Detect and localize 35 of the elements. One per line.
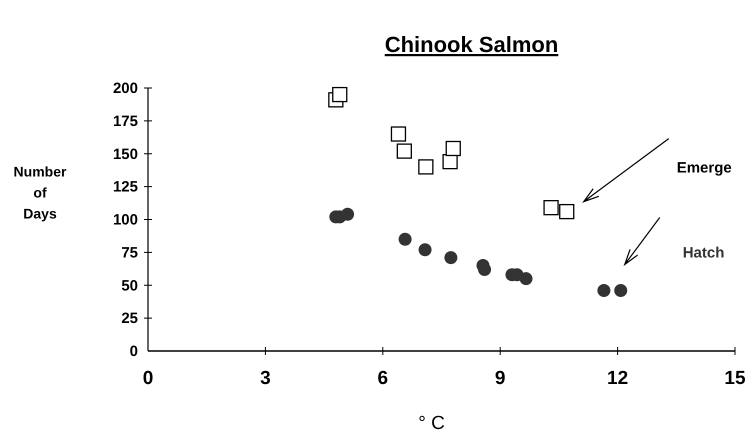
y-tick-label: 100 [112,212,138,228]
x-tick-label: 15 [724,368,746,389]
point [396,143,412,159]
y-tick-label: 150 [112,146,138,163]
point [418,243,432,256]
y-tick-label: 200 [112,80,138,97]
x-tick-label: 9 [494,368,506,389]
point [332,86,348,102]
x-axis-title: ° C [418,413,445,434]
y-tick-label: 25 [121,310,138,328]
point [444,251,458,264]
point [446,140,461,156]
point [390,126,406,142]
x-tick-label: 3 [260,368,271,389]
point [614,284,628,298]
point [543,200,559,216]
x-tick-label: 6 [378,368,388,389]
x-tick-label: 12 [607,368,628,389]
text: Hatch [682,244,724,262]
y-tick-label: 50 [121,277,138,294]
chart-title: Chinook Salmon [384,32,558,57]
y-tick-label: 75 [121,244,138,262]
y-axis-title: Number of Days [14,164,67,222]
point [341,208,354,221]
point [520,272,533,286]
text: Emerge [676,160,732,177]
y-tick-label: 175 [112,112,138,130]
point [442,154,458,170]
x-tick-label: 0 [142,368,154,389]
point [559,204,574,220]
y-tick-label: 0 [130,343,138,360]
point [597,284,610,298]
y-tick-label: 125 [112,178,138,196]
point [418,159,434,175]
point [398,232,412,246]
